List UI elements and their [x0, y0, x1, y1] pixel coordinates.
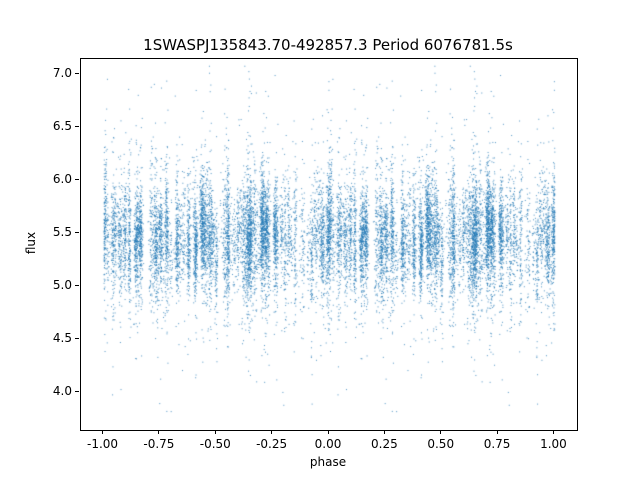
x-tick-mark — [158, 430, 160, 434]
x-tick-mark — [552, 430, 554, 434]
y-tick-label: 4.5 — [52, 330, 72, 345]
x-tick-mark — [383, 430, 385, 434]
y-tick-mark — [75, 285, 79, 287]
y-tick-label: 6.0 — [52, 171, 72, 186]
x-tick-label: 0.25 — [371, 437, 398, 451]
x-tick-mark — [214, 430, 216, 434]
axes — [80, 58, 578, 431]
y-tick-label: 5.5 — [52, 224, 72, 239]
x-tick-label: -0.50 — [199, 437, 231, 451]
scatter-canvas — [81, 59, 577, 430]
x-tick-mark — [271, 430, 273, 434]
x-tick-label: -1.00 — [87, 437, 119, 451]
x-tick-label: 0.75 — [483, 437, 511, 451]
y-tick-label: 7.0 — [52, 65, 72, 80]
chart-title: 1SWASPJ135843.70-492857.3 Period 6076781… — [143, 36, 513, 54]
y-tick-mark — [75, 338, 79, 340]
x-tick-mark — [496, 430, 498, 434]
x-tick-mark — [102, 430, 104, 434]
x-tick-label: -0.25 — [256, 437, 288, 451]
y-tick-label: 4.0 — [52, 383, 72, 398]
x-tick-label: -0.75 — [143, 437, 175, 451]
x-tick-mark — [440, 430, 442, 434]
x-tick-label: 1.00 — [540, 437, 567, 451]
x-tick-label: 0.50 — [427, 437, 455, 451]
y-tick-mark — [75, 391, 79, 393]
x-tick-mark — [327, 430, 329, 434]
y-tick-label: 6.5 — [52, 118, 72, 133]
y-tick-label: 5.0 — [52, 277, 72, 292]
y-tick-mark — [75, 232, 79, 234]
x-axis-label: phase — [309, 455, 347, 469]
x-tick-label: 0.00 — [314, 437, 342, 451]
y-tick-mark — [75, 73, 79, 75]
y-tick-mark — [75, 179, 79, 181]
y-tick-mark — [75, 126, 79, 128]
